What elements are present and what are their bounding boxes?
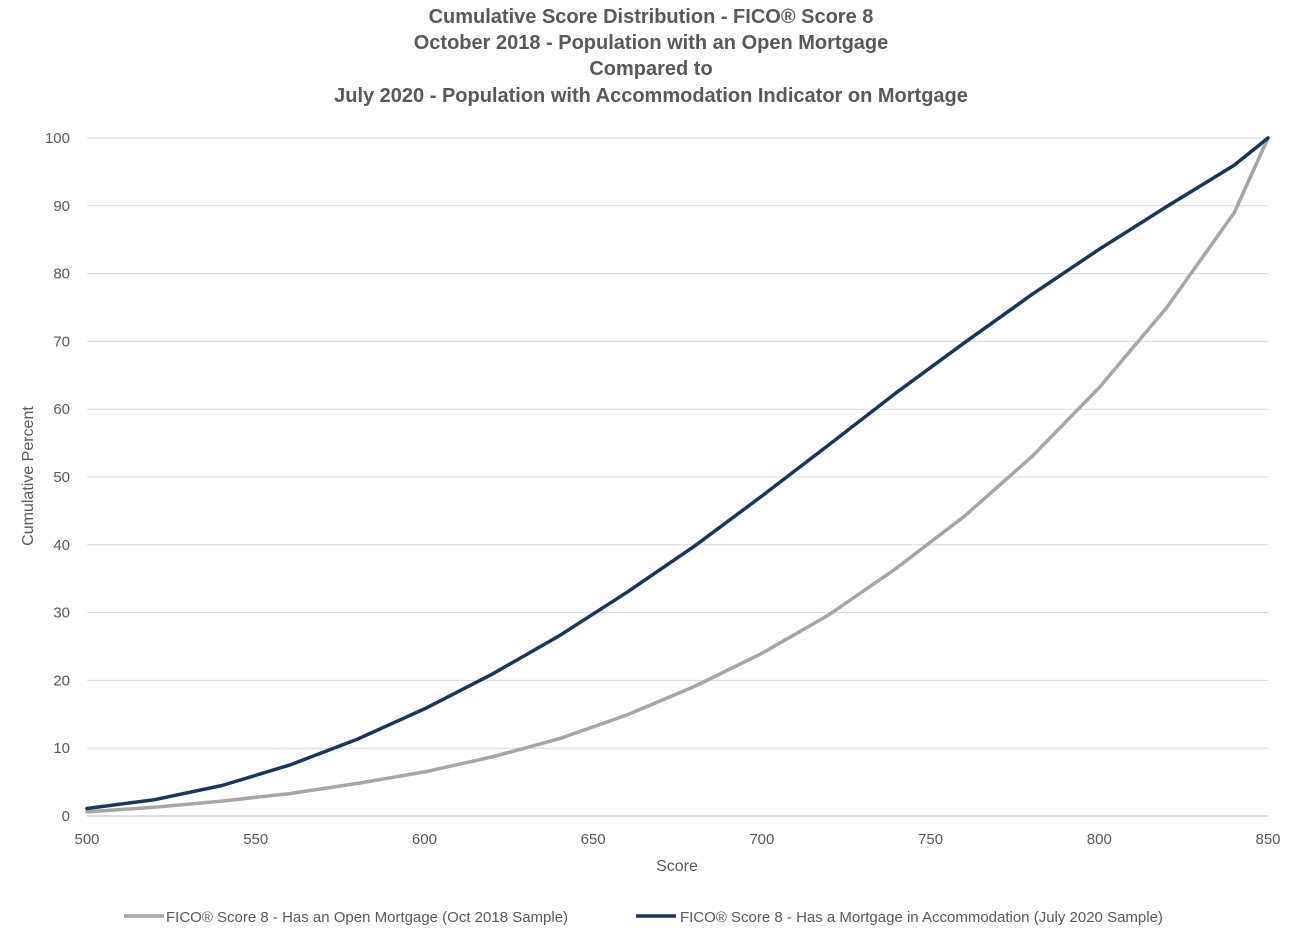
series-line-2 [85,136,1270,811]
data-point [1098,386,1101,389]
data-point [220,784,224,787]
x-tick-label: 750 [918,831,943,848]
y-tick-label: 20 [53,672,70,689]
data-point [490,673,494,676]
data-point [423,707,426,711]
data-point [760,652,764,655]
y-tick-label: 60 [53,401,70,418]
x-tick-label: 650 [581,831,606,848]
data-point [1030,455,1034,458]
x-tick-label: 800 [1087,831,1112,848]
data-point [85,810,89,814]
data-point [558,634,561,637]
legend-label-2: FICO® Score 8 - Has a Mortgage in Accomm… [680,909,1163,926]
y-tick-label: 0 [62,808,70,825]
chart-title-line-4: July 2020 - Population with Accommodatio… [334,85,968,107]
data-point [1233,163,1236,167]
y-axis-ticks: 0 10 20 30 40 50 60 70 80 90 100 [45,130,70,825]
data-point [693,685,696,688]
data-point [1266,136,1270,140]
data-point [288,792,291,795]
x-tick-label: 700 [749,831,774,848]
data-point [895,566,898,570]
data-point [625,591,629,594]
chart-title-line-1: Cumulative Score Distribution - FICO® Sc… [428,6,874,28]
y-tick-label: 10 [53,740,70,757]
data-point [760,494,764,498]
legend-label-1: FICO® Score 8 - Has an Open Mortgage (Oc… [166,909,568,926]
chart-title-line-2: October 2018 - Population with an Open M… [413,32,889,54]
data-point [1098,248,1101,251]
data-point [220,799,224,803]
y-tick-label: 40 [53,537,70,554]
data-point [85,807,89,810]
x-tick-label: 550 [243,831,268,848]
data-point [963,515,966,518]
data-point [355,738,359,741]
data-point [423,770,426,774]
data-point [963,341,966,344]
x-axis-ticks: 500 550 600 650 700 750 800 850 [74,831,1280,848]
y-tick-label: 70 [53,333,70,350]
data-point [153,798,156,801]
data-point [1233,211,1236,214]
gridlines [87,137,1268,817]
data-point [693,545,696,548]
series-line-1 [85,136,1270,814]
y-axis-label: Cumulative Percent [20,406,37,546]
data-point [828,613,831,616]
data-point [288,763,291,767]
y-tick-label: 80 [53,266,70,283]
data-point [1165,205,1169,208]
y-tick-label: 100 [45,130,70,147]
data-point [1030,293,1034,296]
x-tick-label: 850 [1255,831,1280,848]
data-point [558,737,561,740]
x-tick-label: 500 [74,831,99,848]
x-axis-label: Score [656,858,698,875]
data-point [895,391,898,394]
data-point [490,755,494,759]
chart-title-line-3: Compared to [589,58,713,80]
data-point [828,443,831,446]
series-lines [85,136,1270,814]
y-tick-label: 50 [53,469,70,486]
data-point [153,806,156,809]
y-tick-label: 90 [53,198,70,215]
data-point [625,713,629,717]
data-point [1165,306,1169,309]
y-tick-label: 30 [53,605,70,622]
legend: FICO® Score 8 - Has an Open Mortgage (Oc… [124,909,1163,926]
x-tick-label: 600 [412,831,437,848]
data-point [355,782,359,785]
